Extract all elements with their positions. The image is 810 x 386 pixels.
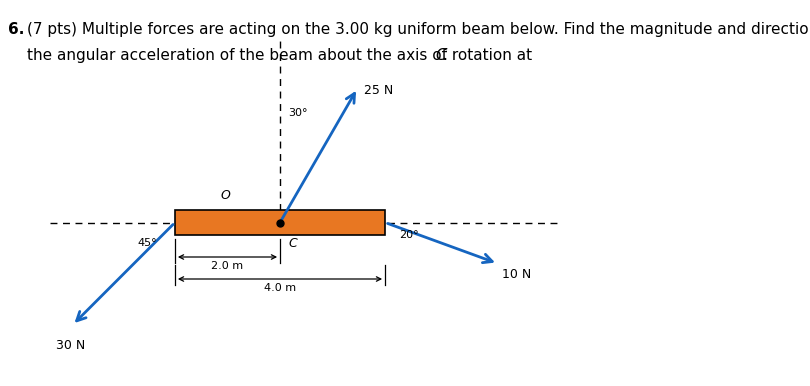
- Text: the angular acceleration of the beam about the axis of rotation at: the angular acceleration of the beam abo…: [27, 48, 532, 63]
- Text: C: C: [435, 48, 446, 63]
- Text: C: C: [288, 237, 296, 250]
- Text: 45°: 45°: [138, 239, 157, 249]
- Text: 4.0 m: 4.0 m: [264, 283, 296, 293]
- Text: 2.0 m: 2.0 m: [211, 261, 244, 271]
- Text: 10 N: 10 N: [501, 267, 531, 281]
- Text: 20°: 20°: [399, 230, 419, 240]
- Text: 30°: 30°: [288, 107, 308, 117]
- Text: .: .: [442, 48, 447, 63]
- Text: 25 N: 25 N: [364, 84, 393, 97]
- Text: 6.: 6.: [8, 22, 24, 37]
- Text: O: O: [220, 189, 230, 202]
- Text: (7 pts) Multiple forces are acting on the 3.00 kg uniform beam below. Find the m: (7 pts) Multiple forces are acting on th…: [27, 22, 810, 37]
- Text: 30 N: 30 N: [56, 339, 85, 352]
- Polygon shape: [175, 210, 385, 235]
